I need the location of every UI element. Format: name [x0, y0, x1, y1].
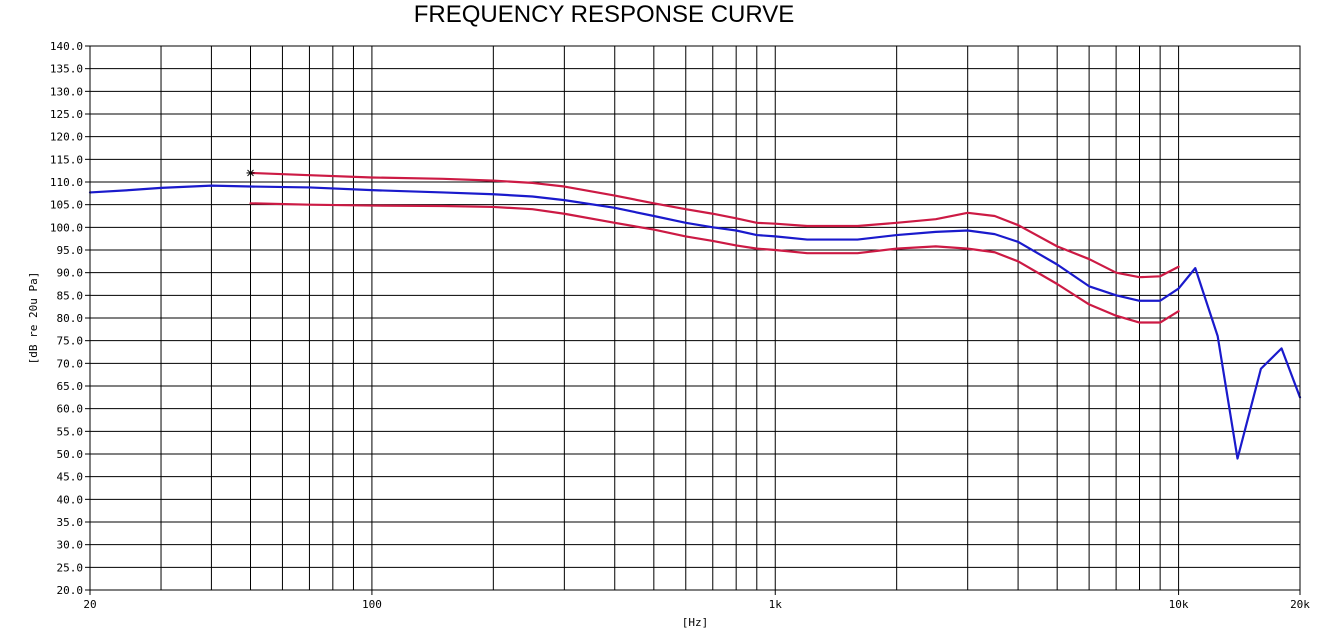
y-tick-label: 35.0	[57, 516, 84, 529]
y-tick-label: 55.0	[57, 425, 84, 438]
y-axis-label: [dB re 20u Pa]	[27, 272, 40, 365]
y-tick-label: 120.0	[50, 131, 83, 144]
y-tick-label: 40.0	[57, 493, 84, 506]
y-tick-label: 70.0	[57, 357, 84, 370]
y-tick-label: 90.0	[57, 267, 84, 280]
y-axis: 20.0 25.0 30.0 35.0 40.0 45.0 50.0 55.0 60.0 65.0…	[50, 40, 90, 597]
x-tick-label: 100	[362, 598, 382, 611]
x-tick-label: 1k	[769, 598, 783, 611]
series-line-3	[249, 202, 1180, 324]
chart-title: FREQUENCY RESPONSE CURVE	[414, 1, 795, 28]
y-tick-label: 45.0	[57, 471, 84, 484]
y-tick-label: 65.0	[57, 380, 84, 393]
y-tick-label: 110.0	[50, 176, 83, 189]
y-tick-label: 80.0	[57, 312, 84, 325]
x-axis-label: [Hz]	[682, 616, 709, 629]
y-tick-label: 60.0	[57, 403, 84, 416]
y-tick-label: 115.0	[50, 153, 83, 166]
grid	[90, 45, 1300, 591]
annotations	[246, 168, 255, 177]
y-tick-label: 85.0	[57, 289, 84, 302]
y-tick-label: 95.0	[57, 244, 84, 257]
data-series	[88, 171, 1302, 460]
y-tick-label: 105.0	[50, 199, 83, 212]
y-tick-label: 30.0	[57, 539, 84, 552]
y-tick-label: 75.0	[57, 335, 84, 348]
x-tick-label: 20k	[1290, 598, 1310, 611]
y-tick-label: 100.0	[50, 221, 83, 234]
x-axis: 20 100 1k 10k 20k	[83, 590, 1310, 611]
series-line-1	[88, 184, 1302, 460]
cursor-marker	[246, 168, 255, 177]
y-tick-label: 130.0	[50, 85, 83, 98]
y-tick-label: 135.0	[50, 63, 83, 76]
y-tick-label: 25.0	[57, 561, 84, 574]
y-tick-label: 20.0	[57, 584, 84, 597]
x-tick-label: 20	[83, 598, 96, 611]
y-tick-label: 125.0	[50, 108, 83, 121]
y-tick-label: 140.0	[50, 40, 83, 53]
series-line-2	[249, 171, 1180, 279]
y-tick-label: 50.0	[57, 448, 84, 461]
x-tick-label: 10k	[1169, 598, 1189, 611]
